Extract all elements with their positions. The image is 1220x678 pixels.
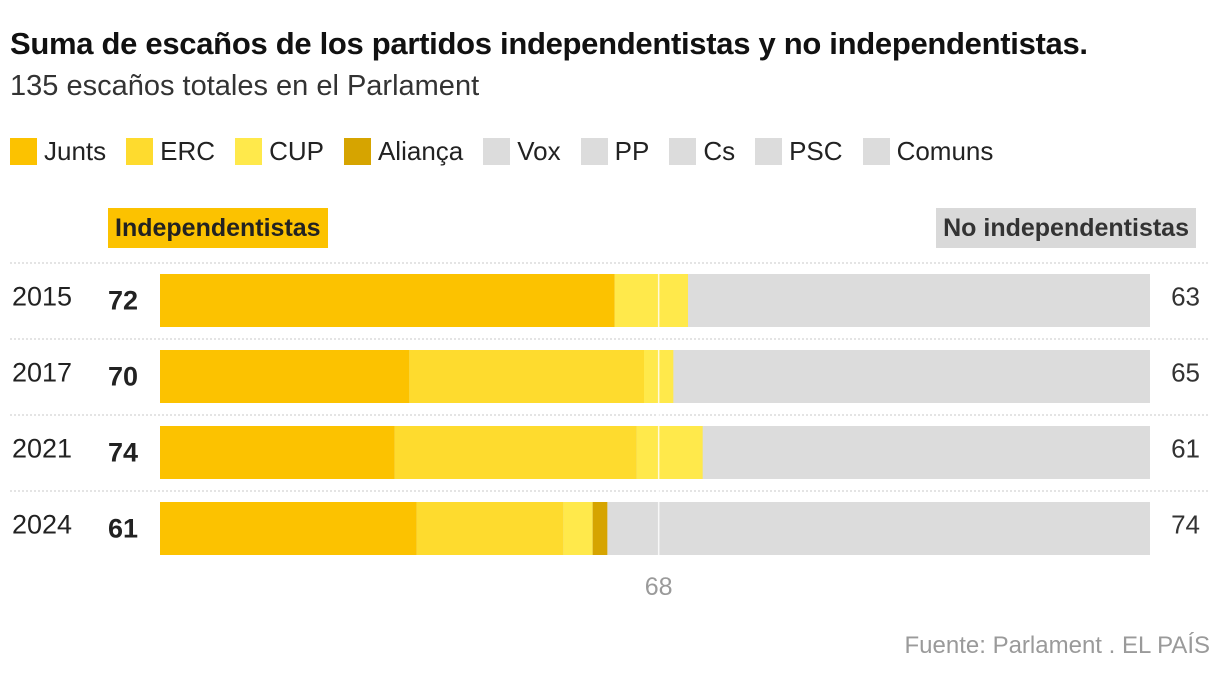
legend-label: ERC (160, 136, 216, 166)
bar-segment-cup (614, 274, 688, 327)
legend-label: Vox (517, 136, 561, 166)
bar-segment-junts (160, 350, 410, 403)
bar-segment-erc (394, 426, 637, 479)
no-independentistas-total: 65 (1171, 358, 1200, 388)
year-label: 2015 (12, 282, 72, 312)
no-independentistas-total: 63 (1171, 282, 1200, 312)
bar-segment-junts (160, 426, 395, 479)
bar-segment-cup (636, 426, 703, 479)
year-label: 2021 (12, 434, 72, 464)
legend-label: Aliança (377, 136, 464, 166)
independentistas-total: 70 (108, 362, 138, 392)
bar-segment-erc (409, 350, 644, 403)
legend-swatch (483, 138, 511, 165)
no-independentistas-label: No independentistas (936, 208, 1196, 248)
legend-item-alianca: Aliança (343, 136, 464, 167)
legend-item-vox: Vox (483, 136, 561, 167)
legend-swatch (669, 138, 697, 165)
year-label: 2024 (12, 510, 72, 540)
legend-swatch (755, 138, 783, 165)
legend-item-comuns: Comuns (862, 136, 994, 167)
legend-swatch (862, 138, 890, 165)
legend-label: PP (614, 136, 650, 166)
majority-label: 68 (645, 573, 673, 601)
legend-item-pp: PP (580, 136, 650, 167)
no-independentistas-total: 74 (1171, 510, 1200, 540)
year-label: 2017 (12, 358, 72, 388)
chart-subtitle: 135 escaños totales en el Parlament (10, 70, 480, 102)
bar-segment-alianca (592, 502, 608, 555)
legend: Junts ERC CUP Aliança Vox PP Cs PSC Comu… (10, 136, 1013, 167)
legend-swatch (10, 138, 37, 165)
legend-swatch (126, 138, 154, 165)
legend-item-junts: Junts (10, 136, 106, 167)
legend-label: Comuns (896, 136, 994, 166)
legend-item-erc: ERC (126, 136, 215, 167)
independentistas-label: Independentistas (108, 208, 328, 248)
bar-segment-junts (160, 274, 615, 327)
chart-title: Suma de escaños de los partidos independ… (10, 26, 1088, 61)
no-independentistas-total: 61 (1171, 434, 1200, 464)
bar-segment-erc (416, 502, 564, 555)
independentistas-total: 74 (108, 438, 138, 468)
legend-item-cs: Cs (669, 136, 735, 167)
bar-segment-junts (160, 502, 417, 555)
legend-item-psc: PSC (755, 136, 843, 167)
source-note: Fuente: Parlament . EL PAÍS (904, 632, 1210, 659)
legend-swatch (343, 138, 371, 165)
legend-label: Cs (703, 136, 736, 166)
independentistas-total: 72 (108, 286, 138, 316)
legend-label: Junts (44, 136, 107, 166)
legend-label: PSC (789, 136, 843, 166)
bar-segment-cup (563, 502, 593, 555)
independentistas-total: 61 (108, 514, 138, 544)
legend-swatch (235, 138, 263, 165)
legend-item-cup: CUP (235, 136, 324, 167)
legend-label: CUP (269, 136, 324, 166)
legend-swatch (580, 138, 608, 165)
